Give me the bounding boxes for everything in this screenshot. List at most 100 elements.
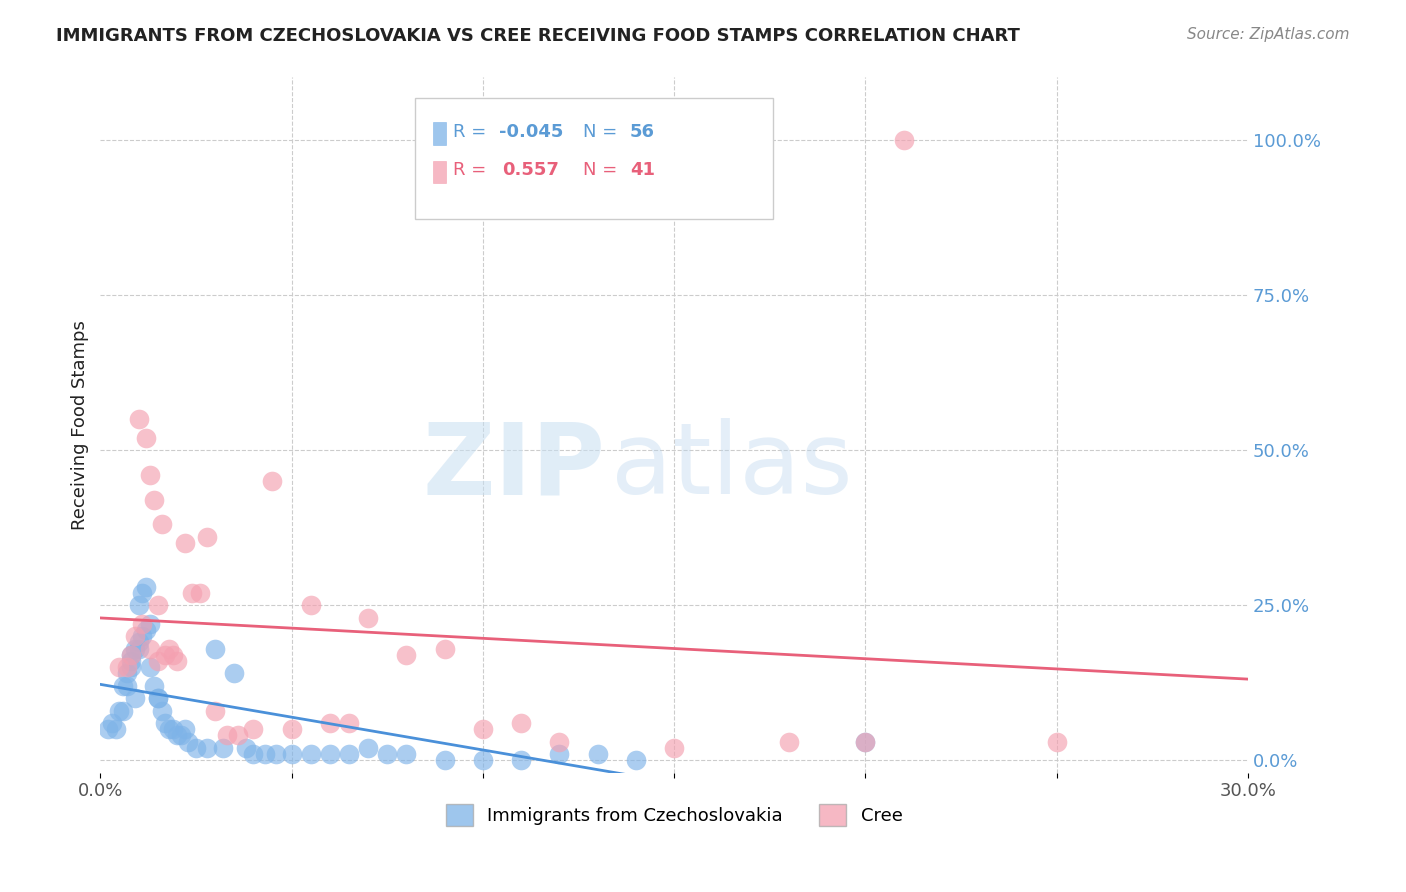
Point xyxy=(124,641,146,656)
Point xyxy=(204,704,226,718)
Point xyxy=(139,660,162,674)
Point xyxy=(157,641,180,656)
Point xyxy=(135,580,157,594)
Point xyxy=(853,735,876,749)
Point xyxy=(155,648,177,662)
Point xyxy=(120,648,142,662)
Point xyxy=(128,412,150,426)
Point xyxy=(155,716,177,731)
Point xyxy=(162,723,184,737)
Point xyxy=(150,704,173,718)
Text: Source: ZipAtlas.com: Source: ZipAtlas.com xyxy=(1187,27,1350,42)
Point xyxy=(224,666,246,681)
Point xyxy=(184,740,207,755)
Point xyxy=(112,679,135,693)
Point xyxy=(181,585,204,599)
Point xyxy=(197,740,219,755)
Point xyxy=(262,474,284,488)
Text: IMMIGRANTS FROM CZECHOSLOVAKIA VS CREE RECEIVING FOOD STAMPS CORRELATION CHART: IMMIGRANTS FROM CZECHOSLOVAKIA VS CREE R… xyxy=(56,27,1021,45)
Point xyxy=(128,635,150,649)
Point xyxy=(115,660,138,674)
Point xyxy=(146,691,169,706)
Point xyxy=(166,729,188,743)
Point xyxy=(115,666,138,681)
Point xyxy=(586,747,609,761)
Point xyxy=(211,740,233,755)
Point xyxy=(131,629,153,643)
Text: R =: R = xyxy=(453,123,492,141)
Point xyxy=(266,747,288,761)
Point xyxy=(139,467,162,482)
Point xyxy=(471,753,494,767)
Point xyxy=(124,691,146,706)
Point xyxy=(142,679,165,693)
Point xyxy=(253,747,276,761)
Point xyxy=(170,729,193,743)
Point xyxy=(395,747,418,761)
Text: -0.045: -0.045 xyxy=(499,123,564,141)
Point xyxy=(853,735,876,749)
Text: 0.557: 0.557 xyxy=(502,161,558,178)
Point xyxy=(510,753,533,767)
Point xyxy=(120,654,142,668)
Point xyxy=(97,723,120,737)
Point xyxy=(108,704,131,718)
Point xyxy=(471,723,494,737)
Point xyxy=(166,654,188,668)
Point xyxy=(188,585,211,599)
Point xyxy=(375,747,398,761)
Point xyxy=(150,517,173,532)
Point xyxy=(280,747,302,761)
Point xyxy=(242,723,264,737)
Point xyxy=(131,616,153,631)
Point xyxy=(135,623,157,637)
Point xyxy=(510,716,533,731)
Text: N =: N = xyxy=(583,161,623,178)
Point xyxy=(299,598,322,612)
Point xyxy=(135,430,157,444)
Point xyxy=(337,747,360,761)
Point xyxy=(128,598,150,612)
Point xyxy=(146,598,169,612)
Point xyxy=(893,132,915,146)
Point xyxy=(357,610,380,624)
Text: N =: N = xyxy=(583,123,623,141)
Text: atlas: atlas xyxy=(612,418,852,516)
Point xyxy=(319,716,342,731)
Point xyxy=(1045,735,1067,749)
Point xyxy=(120,648,142,662)
Point xyxy=(204,641,226,656)
Point xyxy=(778,735,800,749)
Point xyxy=(173,536,195,550)
Point xyxy=(128,641,150,656)
Point xyxy=(433,753,456,767)
Point xyxy=(548,747,571,761)
Point xyxy=(139,616,162,631)
Point xyxy=(662,740,685,755)
Point xyxy=(433,641,456,656)
Point xyxy=(235,740,257,755)
Text: ZIP: ZIP xyxy=(422,418,605,516)
Point xyxy=(108,660,131,674)
Point xyxy=(299,747,322,761)
Point xyxy=(357,740,380,755)
Point xyxy=(104,723,127,737)
Point xyxy=(177,735,200,749)
Point xyxy=(162,648,184,662)
Point xyxy=(115,679,138,693)
Point xyxy=(139,641,162,656)
Point xyxy=(280,723,302,737)
Point xyxy=(142,492,165,507)
Point xyxy=(146,654,169,668)
Text: 56: 56 xyxy=(630,123,655,141)
Point xyxy=(624,753,647,767)
Point xyxy=(197,530,219,544)
Point xyxy=(215,729,238,743)
Legend: Immigrants from Czechoslovakia, Cree: Immigrants from Czechoslovakia, Cree xyxy=(439,797,910,833)
Text: R =: R = xyxy=(453,161,498,178)
Y-axis label: Receiving Food Stamps: Receiving Food Stamps xyxy=(72,320,89,530)
Point xyxy=(101,716,124,731)
Point xyxy=(395,648,418,662)
Point xyxy=(124,629,146,643)
Point xyxy=(157,723,180,737)
